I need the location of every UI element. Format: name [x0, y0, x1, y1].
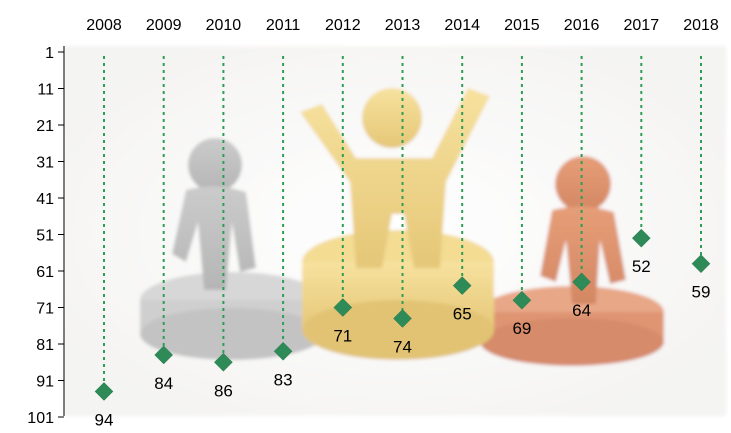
data-label: 52	[632, 257, 651, 276]
data-point-marker	[512, 290, 532, 310]
data-point-marker	[452, 276, 472, 295]
x-tick-label: 2013	[385, 17, 421, 34]
data-point-marker	[572, 272, 591, 292]
x-tick-label: 2010	[206, 17, 242, 34]
data-labels: 94 84 86 83 71 74 65 69 64 52 59	[95, 257, 711, 429]
data-point-marker	[631, 228, 651, 248]
x-tick-label: 2018	[683, 17, 719, 34]
data-markers	[94, 228, 711, 401]
data-point-marker	[333, 298, 353, 317]
y-tick-label: 61	[36, 264, 54, 281]
y-tick-label: 11	[37, 82, 54, 99]
data-label: 64	[572, 301, 591, 320]
data-label: 59	[692, 283, 711, 302]
y-tick-label: 1	[45, 45, 54, 62]
drop-lines	[103, 56, 702, 384]
y-tick-label: 41	[36, 191, 54, 208]
data-point-marker	[94, 382, 114, 401]
y-tick-label: 91	[36, 374, 54, 391]
y-tick-label: 21	[36, 118, 54, 135]
y-tick-label: 71	[36, 301, 54, 318]
x-tick-label: 2008	[86, 17, 122, 34]
x-tick-label: 2015	[504, 17, 540, 34]
x-tick-label: 2012	[325, 17, 361, 34]
x-tick-label: 2011	[266, 17, 301, 34]
data-label: 74	[393, 337, 412, 356]
data-point-marker	[691, 254, 711, 274]
data-label: 84	[154, 374, 173, 393]
y-tick-label: 51	[36, 228, 54, 245]
x-axis-labels: 2008 2009 2010 2011 2012 2013 2014 2015 2016 2017…	[86, 17, 719, 34]
data-point-marker	[214, 352, 233, 372]
data-point-marker	[154, 345, 174, 365]
y-tick-label: 81	[36, 337, 54, 354]
data-label: 94	[95, 410, 114, 429]
data-label: 83	[274, 370, 293, 389]
y-tick-label: 101	[27, 410, 54, 427]
y-tick-label: 31	[36, 155, 54, 172]
podium-background-image	[64, 46, 726, 416]
data-point-marker	[273, 341, 293, 361]
data-label: 71	[333, 327, 352, 346]
x-tick-label: 2009	[146, 17, 182, 34]
x-tick-label: 2014	[444, 17, 480, 34]
x-tick-label: 2017	[624, 17, 660, 34]
data-point-marker	[393, 309, 412, 328]
x-tick-label: 2016	[564, 17, 600, 34]
data-label: 69	[512, 319, 531, 338]
data-label: 86	[214, 381, 233, 400]
data-label: 65	[453, 305, 472, 324]
